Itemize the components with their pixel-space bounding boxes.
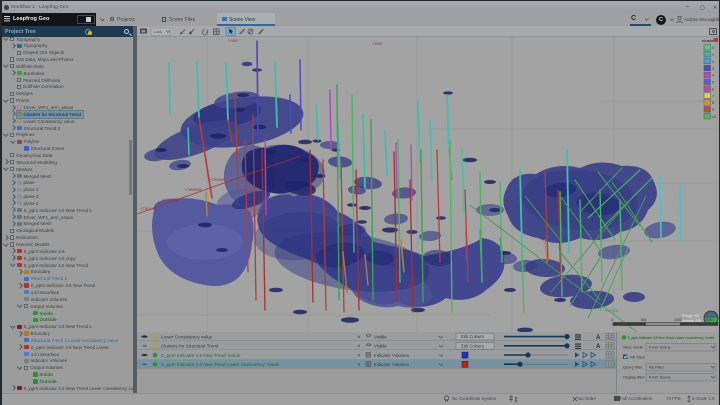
svg-text:cluster: cluster <box>702 38 716 43</box>
svg-text:S_ppm Indicator 4.5 New Trend: S_ppm Indicator 4.5 New Trend Lower cons… <box>628 336 715 340</box>
svg-text:✕: ✕ <box>357 362 361 367</box>
svg-text:0: 0 <box>712 46 714 50</box>
svg-text:+CW0006: +CW0006 <box>162 198 178 202</box>
svg-text:2: 2 <box>712 60 714 64</box>
svg-text:Query filter: Query filter <box>623 365 643 370</box>
svg-text:Indicator Volumes: Indicator Volumes <box>374 353 410 358</box>
svg-text:Azimuth 226: Azimuth 226 <box>682 319 701 323</box>
svg-text:10: 10 <box>712 115 716 119</box>
svg-text:+1500: +1500 <box>228 39 238 43</box>
svg-text:4: 4 <box>712 74 714 78</box>
svg-text:S_ppm Indicator 4.5 New Trend:: S_ppm Indicator 4.5 New Trend: Inside <box>161 353 241 358</box>
svg-text:Clusters for Structural Trend: Clusters for Structural Trend <box>161 344 219 349</box>
svg-text:1: 1 <box>712 53 714 57</box>
svg-text:+CW00006: +CW00006 <box>184 188 202 192</box>
svg-text:1000: 1000 <box>674 318 682 322</box>
svg-text:Slice mode: Slice mode <box>623 345 644 350</box>
svg-text:Look: Look <box>154 29 162 34</box>
svg-text:7: 7 <box>712 94 714 98</box>
svg-text:5: 5 <box>712 81 714 85</box>
svg-text:✕: ✕ <box>357 334 361 339</box>
svg-text:Lower Consistency value: Lower Consistency value <box>161 334 213 339</box>
svg-text:From Scene: From Scene <box>649 375 672 380</box>
svg-text:1500: 1500 <box>705 318 713 322</box>
svg-text:✕: ✕ <box>357 353 361 358</box>
svg-text:0: 0 <box>611 318 613 322</box>
svg-text:Edit Colours: Edit Colours <box>461 334 484 339</box>
svg-text:Plunge +03: Plunge +03 <box>682 314 699 318</box>
svg-text:+CW1 006: +CW1 006 <box>140 207 157 211</box>
svg-text:S_ppm Indicator 4.5 New Trend: S_ppm Indicator 4.5 New Trend Lower cons… <box>161 362 280 367</box>
svg-text:Fill Slice: Fill Slice <box>630 355 646 360</box>
svg-text:Indicator Volumes: Indicator Volumes <box>374 362 410 367</box>
svg-text:From Scene: From Scene <box>649 345 672 350</box>
svg-text:✕: ✕ <box>357 344 361 349</box>
svg-text:6: 6 <box>712 87 714 91</box>
svg-text:Visible: Visible <box>374 334 387 339</box>
svg-text:+CW0006: +CW0006 <box>209 178 225 182</box>
svg-text:No Filter: No Filter <box>649 365 665 370</box>
svg-text:Display filter: Display filter <box>623 375 645 380</box>
svg-text:+1500: +1500 <box>372 42 382 46</box>
svg-text:3: 3 <box>712 67 714 71</box>
svg-text:A: A <box>596 335 601 341</box>
svg-text:A: A <box>596 344 601 350</box>
svg-text:9: 9 <box>712 108 714 112</box>
svg-text:Edit Colours: Edit Colours <box>461 343 484 348</box>
svg-text:+HD9000: +HD9000 <box>604 309 619 313</box>
svg-text:8: 8 <box>712 101 714 105</box>
svg-text:Visible: Visible <box>374 344 387 349</box>
svg-text:500: 500 <box>641 318 647 322</box>
